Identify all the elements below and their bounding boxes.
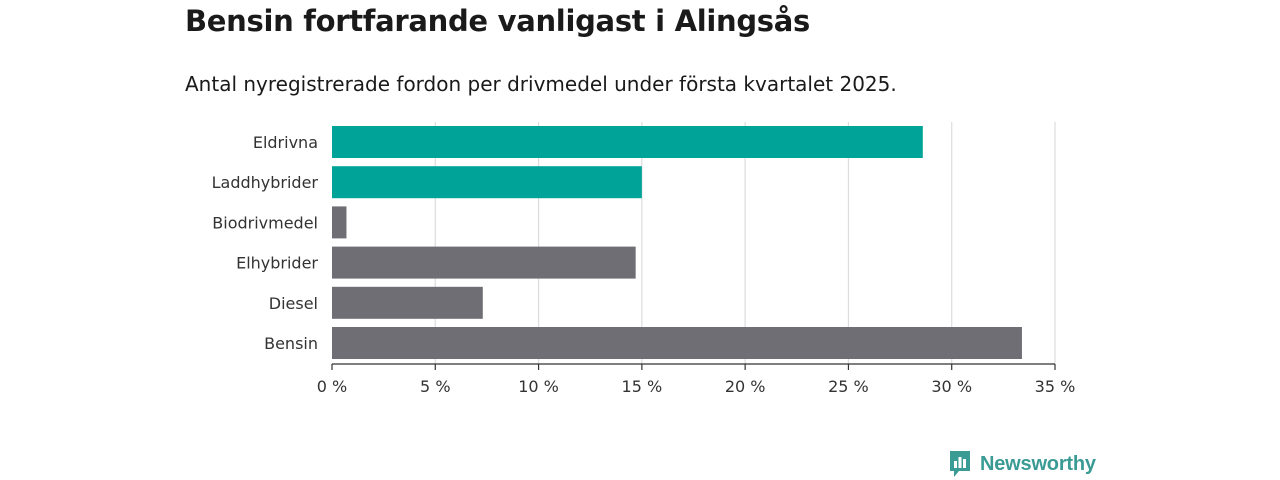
- category-label: Diesel: [269, 294, 318, 313]
- x-tick-label: 25 %: [828, 377, 869, 396]
- chart-subtitle: Antal nyregistrerade fordon per drivmede…: [185, 72, 897, 96]
- brand-name: Newsworthy: [980, 452, 1096, 475]
- bar-chart: Eldrivna Laddhybrider Biodrivmedel Elhybrid…: [212, 122, 1076, 396]
- category-label: Eldrivna: [253, 133, 318, 152]
- bar-diesel[interactable]: [332, 286, 483, 319]
- bar-laddhybrider[interactable]: [332, 166, 642, 199]
- newsworthy-logo-icon: [950, 451, 970, 477]
- bar-biodrivmedel[interactable]: [332, 206, 347, 239]
- bar-elhybrider[interactable]: [332, 246, 636, 279]
- bar-eldrivna[interactable]: [332, 126, 923, 158]
- x-tick-label: 30 %: [931, 377, 972, 396]
- x-tick-label: 15 %: [622, 377, 663, 396]
- category-label: Elhybrider: [236, 254, 318, 273]
- category-label: Bensin: [264, 334, 318, 353]
- chart-title: Bensin fortfarande vanligast i Alingsås: [185, 4, 810, 38]
- category-label: Laddhybrider: [212, 173, 319, 192]
- x-tick-label: 10 %: [518, 377, 559, 396]
- x-tick-label: 35 %: [1035, 377, 1076, 396]
- x-tick-label: 0 %: [317, 377, 347, 396]
- bar-bensin[interactable]: [332, 327, 1022, 359]
- x-tick-label: 5 %: [420, 377, 450, 396]
- newsworthy-brand[interactable]: Newsworthy: [948, 449, 1096, 479]
- x-tick-label: 20 %: [725, 377, 766, 396]
- category-label: Biodrivmedel: [212, 213, 318, 232]
